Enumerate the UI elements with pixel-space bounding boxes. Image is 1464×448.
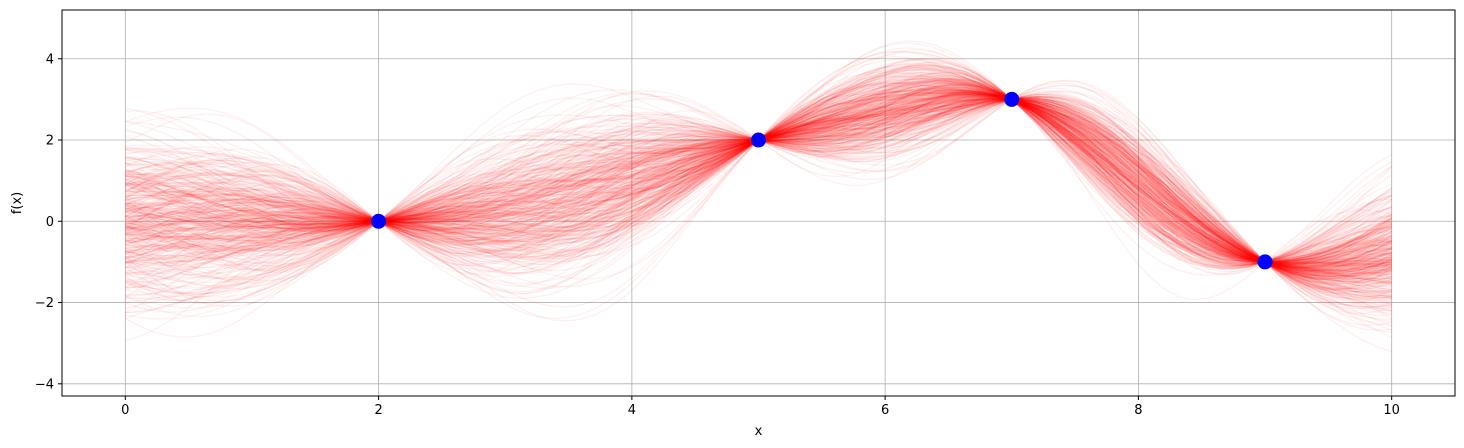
y-tick-label: 4 bbox=[46, 52, 54, 67]
y-tick-label: 2 bbox=[46, 134, 54, 149]
observed-point bbox=[751, 132, 766, 148]
x-tick-label: 8 bbox=[1134, 403, 1142, 418]
sample-curves bbox=[124, 40, 1393, 353]
grid bbox=[62, 10, 1455, 396]
observed-point bbox=[1004, 91, 1020, 107]
y-tick-label: −4 bbox=[35, 377, 54, 392]
x-tick-label: 0 bbox=[121, 403, 129, 418]
x-axis-ticks: 0 2 4 6 8 10 bbox=[121, 396, 1400, 418]
y-axis-ticks: −4 −2 0 2 4 bbox=[35, 52, 62, 392]
x-tick-label: 6 bbox=[881, 403, 889, 418]
y-axis-label: f(x) bbox=[10, 192, 25, 214]
x-axis-label: x bbox=[755, 424, 763, 439]
x-tick-label: 4 bbox=[628, 403, 636, 418]
plot-frame bbox=[61, 9, 1456, 397]
y-tick-label: 0 bbox=[46, 215, 54, 230]
observed-points bbox=[371, 91, 1273, 270]
observed-point bbox=[1257, 254, 1273, 270]
observed-point bbox=[371, 213, 387, 229]
x-tick-label: 10 bbox=[1383, 403, 1400, 418]
y-tick-label: −2 bbox=[35, 296, 54, 311]
x-tick-label: 2 bbox=[374, 403, 382, 418]
